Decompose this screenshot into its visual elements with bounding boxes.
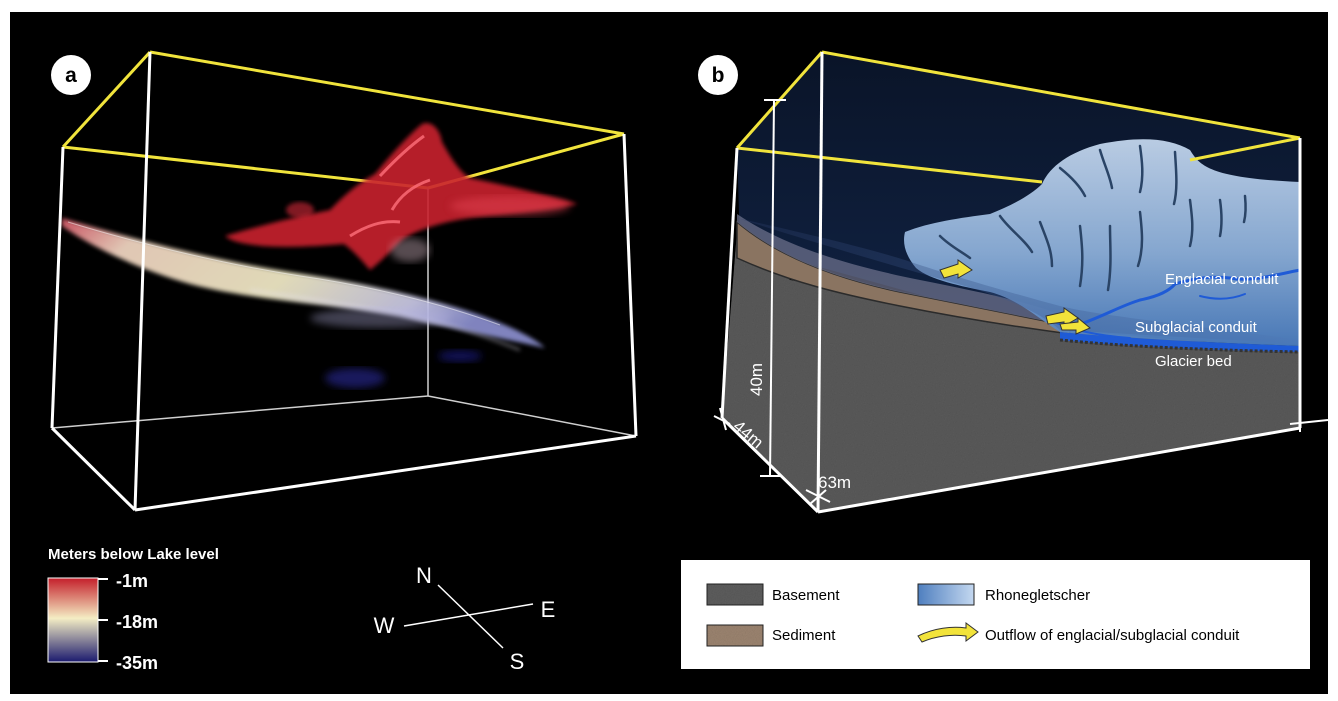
colorbar-tick-bottom: -35m — [116, 653, 158, 673]
panel-b: Englacial conduit Subglacial conduit Gla… — [698, 50, 1329, 514]
point-cloud — [62, 122, 578, 388]
compass-west: W — [374, 613, 395, 638]
colorbar-title: Meters below Lake level — [48, 546, 219, 563]
panel-a: a Meters below Lake level -1m -18m -35m … — [47, 50, 638, 674]
legend-label-outflow: Outflow of englacial/subglacial conduit — [985, 627, 1240, 644]
crevasses — [938, 144, 1247, 292]
label-subglacial-conduit: Subglacial conduit — [1135, 319, 1258, 336]
legend-swatch-outflow-arrow — [917, 622, 979, 643]
compass-south: S — [510, 649, 525, 674]
label-englacial-conduit: Englacial conduit — [1165, 271, 1279, 288]
dimension-width: 63m — [818, 473, 851, 492]
basement-block — [722, 232, 1300, 512]
panel-a-badge — [51, 55, 91, 95]
label-glacier-bed: Glacier bed — [1155, 353, 1232, 370]
dimension-height: 40m — [747, 363, 766, 396]
panel-b-badge — [698, 55, 738, 95]
legend-label-sediment: Sediment — [772, 627, 836, 644]
compass-east: E — [541, 597, 556, 622]
legend-swatch-basement — [706, 583, 764, 606]
colorbar-tick-top: -1m — [116, 571, 148, 591]
legend-label-basement: Basement — [772, 587, 840, 604]
legend: Basement Rhonegletscher Sediment Outflow… — [681, 560, 1310, 669]
compass: N E S W — [374, 563, 556, 674]
panel-b-badge-label: b — [712, 64, 725, 87]
outflow-arrows — [939, 259, 1091, 335]
panel-a-top-front-edge — [149, 50, 625, 136]
panel-a-badge-label: a — [65, 64, 77, 87]
colorbar-tick-mid: -18m — [116, 612, 158, 632]
compass-north: N — [416, 563, 432, 588]
colorbar: Meters below Lake level -1m -18m -35m — [47, 546, 219, 673]
compass-ns-axis — [437, 584, 504, 649]
legend-swatch-sediment — [706, 624, 764, 647]
legend-label-rhonegletscher: Rhonegletscher — [985, 587, 1090, 604]
colorbar-ramp — [48, 578, 98, 662]
legend-box — [681, 560, 1310, 669]
englacial-conduit — [1073, 268, 1302, 328]
compass-we-axis — [403, 603, 534, 627]
dimension-markers — [713, 99, 1329, 505]
legend-swatch-rhonegletscher — [917, 583, 975, 606]
